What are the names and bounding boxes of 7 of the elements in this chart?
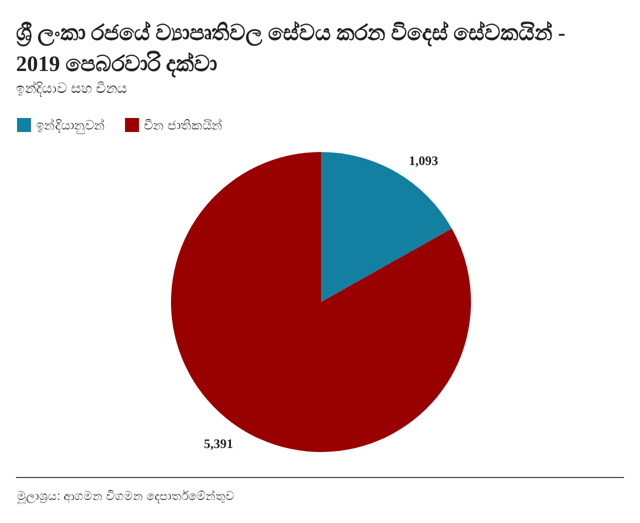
legend-label: චීන ජාතිකයින්	[144, 118, 223, 132]
data-label: 5,391	[204, 436, 234, 452]
data-label: 1,093	[408, 152, 439, 168]
text: මූලාශ්‍රය: ආගමන විගමන දෙපාර්තමේන්තුව	[17, 489, 234, 504]
chart-title: ශ්‍රී ලංකා රජයේ ව්‍යාපෘතිවල සේවය කරන විදෙස් සේවකයින් - 2019 පෙබරවාරි දක්වා	[16, 19, 566, 79]
chart-subtitle: ඉන්දියාව සහ චීනය	[16, 79, 127, 98]
legend-label: ඉන්දියානුවන්	[36, 118, 105, 134]
